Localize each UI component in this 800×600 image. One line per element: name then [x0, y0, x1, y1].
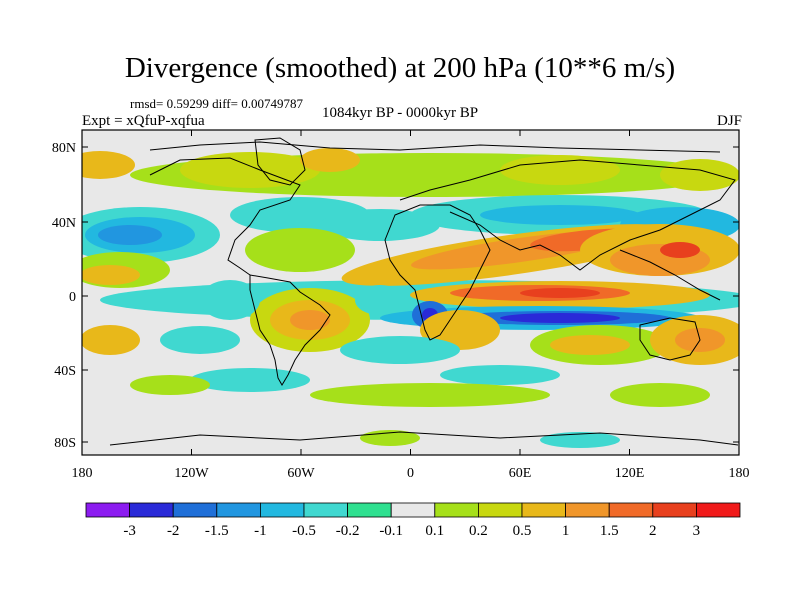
- lat-label: 80S: [54, 436, 76, 451]
- field-contour-region: [540, 432, 620, 448]
- field-contour-region: [480, 205, 640, 225]
- lon-label: 60E: [509, 466, 532, 481]
- colorbar-swatch: [521, 502, 566, 518]
- field-contour-region: [190, 368, 310, 392]
- field-contour-region: [98, 225, 162, 245]
- field-contour-region: [82, 151, 135, 179]
- coastline: [254, 137, 306, 186]
- coastline: [384, 204, 491, 341]
- colorbar-swatch: [172, 502, 218, 518]
- coastline: [639, 317, 701, 361]
- colorbar-swatch: [347, 502, 392, 518]
- colorbar-label: 3: [693, 523, 701, 539]
- lon-label: 180: [72, 466, 93, 481]
- field-contour-region: [520, 288, 600, 298]
- field-contour-region: [610, 383, 710, 407]
- colorbar-swatch: [652, 502, 697, 518]
- field-contour-region: [340, 336, 460, 364]
- colorbar-swatch: [565, 502, 610, 518]
- colorbar-label: -1: [254, 523, 267, 539]
- colorbar-swatch: [696, 502, 741, 518]
- colorbar-swatch: [85, 502, 130, 518]
- colorbar-label: -0.2: [336, 523, 360, 539]
- coastline: [149, 157, 301, 276]
- colorbar-label: -2: [167, 523, 180, 539]
- colorbar-label: -1.5: [205, 523, 229, 539]
- field-contour-region: [130, 375, 210, 395]
- lon-label: 180: [729, 466, 750, 481]
- field-contour-region: [82, 265, 140, 285]
- field-contour-region: [660, 159, 739, 191]
- colorbar-label: 0.5: [513, 523, 532, 539]
- field-contour-region: [200, 280, 260, 320]
- colorbar-swatch: [477, 502, 523, 518]
- coastlines: [109, 137, 739, 446]
- colorbar-swatch: [390, 502, 436, 518]
- colorbar-label: 1: [562, 523, 570, 539]
- colorbar-label: 2: [649, 523, 657, 539]
- lat-label: 0: [69, 290, 76, 305]
- colorbar-label: -0.1: [379, 523, 403, 539]
- field-contour-region: [82, 325, 140, 355]
- rmsd-diff-stats: rmsd= 0.59299 diff= 0.00749787: [130, 96, 303, 111]
- field-contour-region: [320, 209, 440, 241]
- colorbar-swatch: [434, 502, 479, 518]
- colorbar-label: -3: [123, 523, 136, 539]
- lon-label: 0: [407, 466, 414, 481]
- experiment-label: Expt = xQfuP-xqfua: [82, 113, 205, 129]
- colorbar-label: 1.5: [600, 523, 619, 539]
- lat-label: 80N: [52, 141, 76, 156]
- lon-label: 120W: [174, 466, 209, 481]
- colorbar-swatch: [608, 502, 654, 518]
- colorbar-swatch: [303, 502, 348, 518]
- field-contour-region: [660, 242, 700, 258]
- field-contour-region: [245, 228, 355, 272]
- coastline: [149, 141, 721, 153]
- coastline: [249, 274, 331, 386]
- colorbar-swatch: [216, 502, 261, 518]
- colorbar-label: 0.2: [469, 523, 488, 539]
- figure-title: Divergence (smoothed) at 200 hPa (10**6 …: [124, 52, 676, 84]
- field-contour-region: [290, 310, 330, 330]
- colorbar-swatch: [259, 502, 305, 518]
- field-contour-region: [300, 148, 360, 172]
- colorbar-label: 0.1: [425, 523, 444, 539]
- map-axes: 80N 40N 0 40S 80S 180 120W 60W 0 60E 120E 180: [52, 130, 750, 481]
- field-contour-region: [160, 326, 240, 354]
- field-contour-region: [500, 155, 620, 185]
- field-contour-region: [500, 313, 620, 323]
- coastline: [109, 431, 739, 446]
- lon-label: 60W: [287, 466, 315, 481]
- coastline: [399, 159, 736, 271]
- field-contour-region: [550, 335, 630, 355]
- field-contour-region: [355, 285, 405, 315]
- colorbar-label: -0.5: [292, 523, 316, 539]
- field-contour-region: [310, 383, 550, 407]
- time-period-label: 1084kyr BP - 0000kyr BP: [322, 105, 479, 121]
- colorbar: -3 -2 -1.5 -1 -0.5 -0.2 -0.1 0.1 0.2 0.5 1 1.5 2 3: [85, 502, 741, 539]
- colorbar-swatch: [129, 502, 174, 518]
- lat-label: 40S: [54, 364, 76, 379]
- season-label: DJF: [716, 113, 742, 129]
- field-contour-region: [440, 365, 560, 385]
- divergence-field: [82, 130, 739, 455]
- lat-label: 40N: [52, 216, 76, 231]
- lon-label: 120E: [615, 466, 645, 481]
- coastline: [619, 249, 721, 301]
- field-contour-region: [180, 152, 320, 188]
